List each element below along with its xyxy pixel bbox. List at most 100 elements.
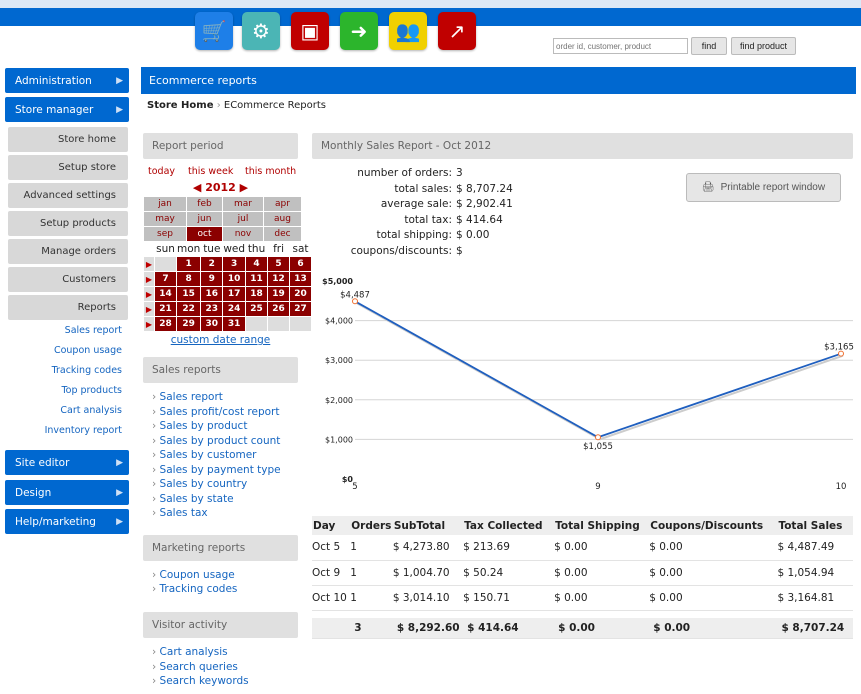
y-tick-label: $5,000 xyxy=(322,277,353,286)
calendar-day[interactable]: 23 xyxy=(201,302,223,316)
calendar-day[interactable]: 11 xyxy=(246,272,268,286)
report-link-sales-by-country[interactable]: Sales by country xyxy=(152,478,248,490)
find-button[interactable]: find xyxy=(691,37,727,55)
month-jul[interactable]: jul xyxy=(223,212,263,226)
calendar-day[interactable]: 9 xyxy=(201,272,223,286)
calendar-day[interactable]: 27 xyxy=(290,302,312,316)
nav-label: Help/marketing xyxy=(15,515,96,528)
nav-sub-reports[interactable]: Reports xyxy=(8,295,128,320)
month-mar[interactable]: mar xyxy=(223,197,263,211)
report-link-sales-profit-cost-report[interactable]: Sales profit/cost report xyxy=(152,406,280,418)
calendar-day[interactable]: 4 xyxy=(246,257,268,271)
boxes-icon[interactable]: ▣ xyxy=(291,12,329,50)
select-week-icon[interactable]: ▶ xyxy=(144,257,154,271)
report-link-search-queries[interactable]: Search queries xyxy=(152,661,238,673)
report-link-sales-by-product-count[interactable]: Sales by product count xyxy=(152,435,281,447)
month-feb[interactable]: feb xyxy=(187,197,222,211)
calendar-day[interactable]: 29 xyxy=(177,317,201,331)
calendar-day[interactable]: 7 xyxy=(155,272,176,286)
nav-sub-advanced-settings[interactable]: Advanced settings xyxy=(8,183,128,208)
calendar-day[interactable]: 22 xyxy=(177,302,201,316)
calendar-day[interactable]: 26 xyxy=(268,302,290,316)
month-aug[interactable]: aug xyxy=(264,212,301,226)
custom-date-range-link[interactable]: custom date range xyxy=(170,334,271,346)
report-link-coupon-usage[interactable]: Coupon usage xyxy=(152,569,235,581)
nav-link-sales-report[interactable]: Sales report xyxy=(64,325,122,336)
period-this-week[interactable]: this week xyxy=(188,166,234,177)
month-dec[interactable]: dec xyxy=(264,227,301,241)
calendar-day[interactable]: 17 xyxy=(223,287,246,301)
calendar-day[interactable]: 1 xyxy=(177,257,201,271)
find-product-button[interactable]: find product xyxy=(731,37,796,55)
month-apr[interactable]: apr xyxy=(264,197,301,211)
calendar-day[interactable]: 25 xyxy=(246,302,268,316)
calendar-day[interactable]: 16 xyxy=(201,287,223,301)
calendar-day[interactable]: 2 xyxy=(201,257,223,271)
calendar-day[interactable]: 8 xyxy=(177,272,201,286)
calendar-day[interactable]: 21 xyxy=(155,302,176,316)
calendar-day[interactable]: 5 xyxy=(268,257,290,271)
printable-report-button[interactable]: 🖨 Printable report window xyxy=(686,173,841,202)
month-oct[interactable]: oct xyxy=(187,227,222,241)
period-this-month[interactable]: this month xyxy=(245,166,297,177)
report-link-search-keywords[interactable]: Search keywords xyxy=(152,675,249,687)
nav-sub-manage-orders[interactable]: Manage orders xyxy=(8,239,128,264)
calendar-day[interactable]: 18 xyxy=(246,287,268,301)
calendar-day[interactable]: 19 xyxy=(268,287,290,301)
calendar-day[interactable]: 28 xyxy=(155,317,176,331)
month-sep[interactable]: sep xyxy=(144,227,186,241)
calendar-day[interactable]: 15 xyxy=(177,287,201,301)
month-jun[interactable]: jun xyxy=(187,212,222,226)
nav-administration[interactable]: Administration ▶ xyxy=(5,68,129,93)
report-link-tracking-codes[interactable]: Tracking codes xyxy=(152,583,238,595)
calendar-day[interactable]: 10 xyxy=(223,272,246,286)
users-icon[interactable]: 👥 xyxy=(389,12,427,50)
select-week-icon[interactable]: ▶ xyxy=(144,287,154,301)
month-jan[interactable]: jan xyxy=(144,197,186,211)
search-input[interactable] xyxy=(553,38,688,54)
nav-sub-customers[interactable]: Customers xyxy=(8,267,128,292)
calendar-day[interactable]: 13 xyxy=(290,272,312,286)
report-link-sales-by-payment-type[interactable]: Sales by payment type xyxy=(152,464,281,476)
calendar-day[interactable]: 14 xyxy=(155,287,176,301)
report-link-sales-by-product[interactable]: Sales by product xyxy=(152,420,248,432)
next-year-icon[interactable]: ▶ xyxy=(239,181,249,194)
chart-icon[interactable]: ↗ xyxy=(438,12,476,50)
nav-link-coupon-usage[interactable]: Coupon usage xyxy=(53,345,122,356)
report-link-sales-tax[interactable]: Sales tax xyxy=(152,507,208,519)
prev-year-icon[interactable]: ◀ xyxy=(192,181,202,194)
nav-help-marketing[interactable]: Help/marketing ▶ xyxy=(5,509,129,534)
report-link-sales-by-customer[interactable]: Sales by customer xyxy=(152,449,257,461)
report-link-cart-analysis[interactable]: Cart analysis xyxy=(152,646,228,658)
breadcrumb-home[interactable]: Store Home xyxy=(147,100,214,111)
nav-link-cart-analysis[interactable]: Cart analysis xyxy=(60,405,122,416)
nav-sub-setup-store[interactable]: Setup store xyxy=(8,155,128,180)
calendar-day[interactable]: 3 xyxy=(223,257,246,271)
report-link-sales-report[interactable]: Sales report xyxy=(152,391,223,403)
select-week-icon[interactable]: ▶ xyxy=(144,272,154,286)
select-week-icon[interactable]: ▶ xyxy=(144,302,154,316)
nav-design[interactable]: Design ▶ xyxy=(5,480,129,505)
nav-link-top-products[interactable]: Top products xyxy=(61,385,122,396)
cart-icon[interactable]: 🛒 xyxy=(195,12,233,50)
report-link-sales-by-state[interactable]: Sales by state xyxy=(152,493,234,505)
period-today[interactable]: today xyxy=(148,166,176,177)
calendar-day[interactable]: 31 xyxy=(223,317,246,331)
calendar-day[interactable]: 6 xyxy=(290,257,312,271)
month-nov[interactable]: nov xyxy=(223,227,263,241)
month-may[interactable]: may xyxy=(144,212,186,226)
nav-store-manager[interactable]: Store manager ▶ xyxy=(5,97,129,122)
nav-sub-store-home[interactable]: Store home xyxy=(8,127,128,152)
nav-link-inventory-report[interactable]: Inventory report xyxy=(44,425,122,436)
arrow-icon[interactable]: ➜ xyxy=(340,12,378,50)
calendar-day[interactable]: 20 xyxy=(290,287,312,301)
nav-site-editor[interactable]: Site editor ▶ xyxy=(5,450,129,475)
gears-icon[interactable]: ⚙ xyxy=(242,12,280,50)
select-week-icon[interactable]: ▶ xyxy=(144,317,154,331)
calendar-day[interactable]: 24 xyxy=(223,302,246,316)
y-tick-label: $1,000 xyxy=(325,435,353,444)
calendar-day[interactable]: 30 xyxy=(201,317,223,331)
calendar-day[interactable]: 12 xyxy=(268,272,290,286)
nav-link-tracking-codes[interactable]: Tracking codes xyxy=(51,365,122,376)
nav-sub-setup-products[interactable]: Setup products xyxy=(8,211,128,236)
